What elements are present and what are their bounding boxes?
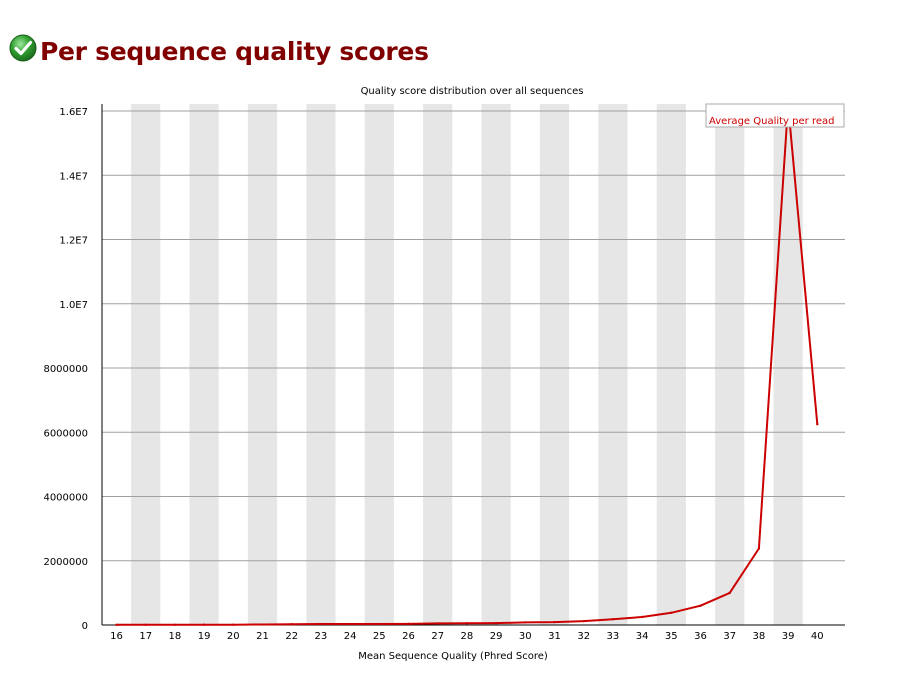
alternating-bands xyxy=(131,104,803,625)
data-point xyxy=(699,604,702,607)
band-21 xyxy=(247,104,278,625)
y-tick-label: 1.6E7 xyxy=(59,107,88,118)
legend-box xyxy=(705,103,845,128)
data-point xyxy=(348,622,352,626)
y-tick-label: 8000000 xyxy=(43,364,88,375)
x-tick-label: 34 xyxy=(636,631,649,642)
band-17 xyxy=(131,104,161,625)
series-line xyxy=(116,103,819,626)
data-point xyxy=(319,622,323,626)
band-31 xyxy=(539,104,570,625)
band-23 xyxy=(306,104,336,625)
x-tick-label: 25 xyxy=(373,631,386,642)
y-tick-labels: 0 2000000 4000000 6000000 8000000 1.0E7 1.2E7 1… xyxy=(43,107,88,632)
band-33 xyxy=(598,104,628,625)
band-29 xyxy=(481,104,511,625)
data-point xyxy=(378,622,381,626)
data-point xyxy=(728,591,731,595)
check-circle-icon xyxy=(9,34,37,62)
band-27 xyxy=(423,104,453,625)
x-tick-label: 36 xyxy=(694,631,707,642)
band-39 xyxy=(773,104,803,625)
y-tick-label: 1.4E7 xyxy=(59,171,88,182)
x-tick-label: 37 xyxy=(723,631,736,642)
y-tick-label: 1.0E7 xyxy=(59,300,88,311)
data-point xyxy=(582,619,585,623)
band-25 xyxy=(364,104,394,625)
x-tick-label: 31 xyxy=(548,631,561,642)
chart-title: Quality score distribution over all sequ… xyxy=(361,86,584,97)
band-19 xyxy=(189,104,219,625)
data-point xyxy=(202,623,206,626)
legend: Average Quality per read xyxy=(705,103,845,128)
x-tick-label: 27 xyxy=(431,631,444,642)
x-tick-label: 23 xyxy=(315,631,328,642)
data-point xyxy=(261,623,264,626)
data-point xyxy=(436,622,439,625)
data-point xyxy=(494,621,498,625)
data-point xyxy=(553,620,556,624)
report-header: Per sequence quality scores xyxy=(8,28,429,68)
x-tick-label: 20 xyxy=(227,631,240,642)
data-point xyxy=(611,618,615,621)
data-point xyxy=(670,611,673,614)
gridlines xyxy=(102,110,845,626)
band-35 xyxy=(656,104,686,625)
x-tick-label: 22 xyxy=(285,631,298,642)
y-tick-label: 6000000 xyxy=(43,428,88,439)
data-point xyxy=(232,623,235,626)
data-point xyxy=(407,622,410,626)
x-tick-label: 35 xyxy=(665,631,678,642)
series-lines xyxy=(115,103,819,627)
x-tick-label: 28 xyxy=(461,631,474,642)
x-tick-label: 33 xyxy=(607,631,620,642)
x-tick-label: 24 xyxy=(344,631,357,642)
x-tick-label: 26 xyxy=(402,631,415,642)
data-point xyxy=(640,615,644,619)
x-tick-label: 29 xyxy=(490,631,503,642)
data-point xyxy=(173,623,177,627)
y-tick-label: 1.2E7 xyxy=(59,236,88,247)
page-title: Per sequence quality scores xyxy=(40,36,429,66)
x-tick-label: 30 xyxy=(519,631,532,642)
data-point xyxy=(524,621,527,624)
band-37 xyxy=(715,104,745,625)
x-tick-label: 39 xyxy=(782,631,795,642)
data-point xyxy=(115,623,118,627)
legend-entry: Average Quality per read xyxy=(709,116,834,127)
y-tick-label: 0 xyxy=(82,621,88,632)
y-tick-label: 4000000 xyxy=(43,493,88,504)
x-tick-label: 19 xyxy=(198,631,211,642)
y-tick-label: 2000000 xyxy=(43,557,88,568)
x-axis-label: Mean Sequence Quality (Phred Score) xyxy=(358,651,548,662)
x-tick-label: 32 xyxy=(577,631,590,642)
data-point xyxy=(757,547,761,550)
x-tick-label: 38 xyxy=(753,631,766,642)
x-tick-labels: 16 17 18 19 20 21 22 23 24 25 26 27 28 29 30 31 32 33 34 35… xyxy=(110,631,824,642)
x-tick-label: 18 xyxy=(169,631,182,642)
x-tick-label: 16 xyxy=(110,631,123,642)
data-point xyxy=(144,623,147,627)
data-point xyxy=(290,622,293,626)
data-point xyxy=(465,622,469,625)
x-tick-label: 21 xyxy=(256,631,269,642)
x-tick-label: 40 xyxy=(811,631,824,642)
data-point xyxy=(816,423,819,426)
x-tick-label: 17 xyxy=(139,631,152,642)
